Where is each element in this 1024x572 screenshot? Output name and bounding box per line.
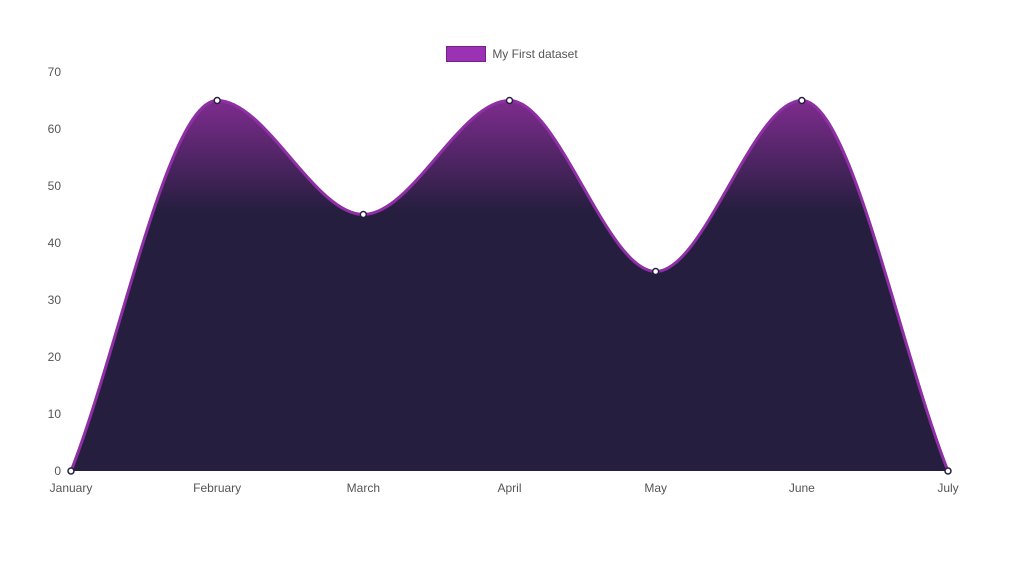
x-tick-label: January: [50, 481, 93, 495]
y-axis: 0 10 20 30 40 50 60 70: [48, 65, 62, 478]
data-point[interactable]: [67, 467, 75, 475]
x-tick-label: February: [193, 481, 241, 495]
data-point[interactable]: [213, 96, 221, 105]
legend-swatch: [446, 46, 487, 62]
series-area: [71, 100, 948, 471]
y-tick-label: 30: [48, 293, 62, 307]
data-point[interactable]: [359, 210, 368, 219]
x-tick-label: April: [497, 481, 521, 495]
x-tick-label: July: [937, 481, 958, 495]
y-tick-label: 50: [48, 179, 62, 193]
y-tick-label: 0: [54, 464, 61, 478]
data-points: [67, 96, 952, 475]
x-tick-label: June: [789, 481, 815, 495]
data-point[interactable]: [651, 267, 660, 276]
y-tick-label: 10: [48, 407, 62, 421]
data-point[interactable]: [944, 467, 952, 475]
x-axis: January February March April May June July: [50, 481, 959, 495]
y-tick-label: 70: [48, 65, 62, 79]
y-tick-label: 60: [48, 122, 62, 136]
legend[interactable]: My First dataset: [0, 46, 1024, 62]
y-tick-label: 40: [48, 236, 62, 250]
x-tick-label: May: [644, 481, 667, 495]
series-line: [69, 98, 950, 472]
data-point[interactable]: [505, 96, 514, 105]
x-tick-label: March: [347, 481, 380, 495]
data-point[interactable]: [798, 96, 806, 105]
y-tick-label: 20: [48, 350, 62, 364]
series: [69, 98, 950, 472]
legend-label: My First dataset: [492, 47, 578, 61]
